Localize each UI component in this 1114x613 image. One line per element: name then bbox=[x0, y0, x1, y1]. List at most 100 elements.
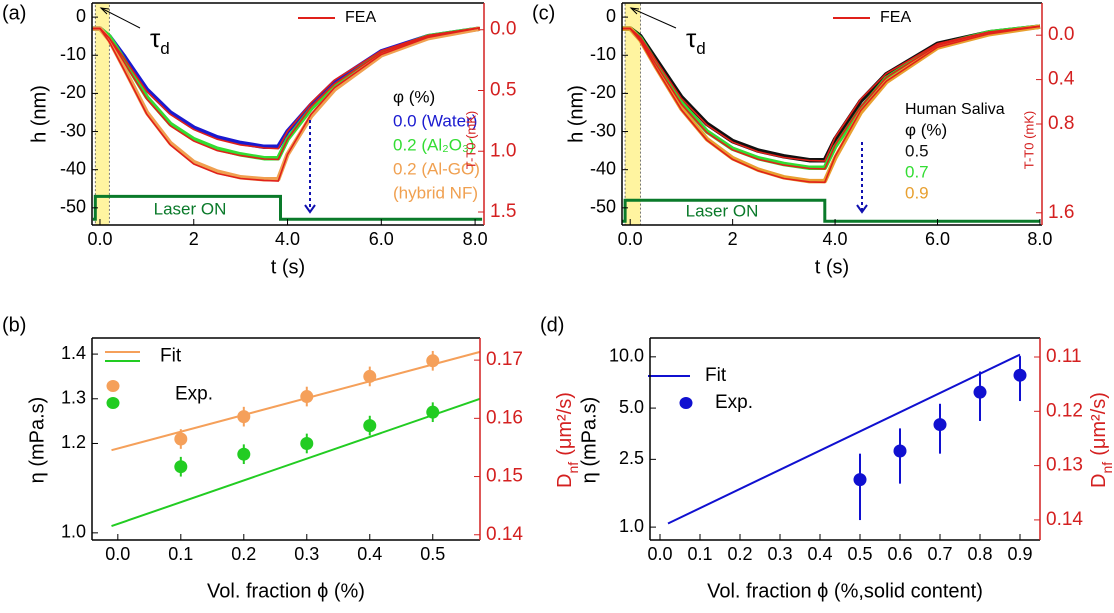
fit-legend-label: Fit bbox=[705, 365, 727, 386]
delay-arrow-head bbox=[99, 7, 110, 15]
x-tick-label: 0.3 bbox=[767, 544, 792, 564]
delay-symbol: τ bbox=[686, 23, 697, 53]
y-tick-label: 1.0 bbox=[619, 516, 644, 536]
y2-tick-label: 0.0 bbox=[490, 19, 516, 40]
legend-label: 0.2 (Al-GO) bbox=[393, 159, 480, 178]
y-axis-label: h (nm) bbox=[565, 85, 587, 143]
delay-arrow bbox=[100, 7, 141, 29]
trend-arrow-head bbox=[856, 204, 868, 214]
data-point bbox=[933, 418, 947, 432]
delay-arrow-head bbox=[629, 7, 640, 15]
legend-label: 0.0 (Water) bbox=[393, 111, 477, 130]
exp-legend-label: Exp. bbox=[175, 384, 213, 405]
y-axis-label: η (mPa.s) bbox=[578, 397, 600, 484]
y-axis-label: h (nm) bbox=[28, 85, 50, 143]
data-point bbox=[363, 369, 377, 383]
y2-label-unit: (μm²/s) bbox=[554, 392, 576, 456]
data-point bbox=[363, 419, 377, 433]
data-point bbox=[973, 385, 987, 399]
exp-legend-marker bbox=[106, 397, 120, 409]
x-tick-label: 0.5 bbox=[847, 544, 872, 564]
delay-label: τd bbox=[686, 23, 706, 58]
y2-label-sub: nf bbox=[1099, 462, 1114, 474]
data-point bbox=[1013, 368, 1027, 382]
exp-legend-marker bbox=[106, 380, 120, 392]
y2-tick-label: 0.8 bbox=[1048, 113, 1074, 134]
data-point bbox=[426, 354, 440, 368]
data-point bbox=[174, 460, 188, 474]
delay-sub: d bbox=[696, 39, 705, 58]
y-tick-label: -20 bbox=[590, 82, 616, 102]
x-tick-label: 0.0 bbox=[618, 229, 643, 249]
data-point bbox=[853, 473, 867, 487]
y-tick-label: 5.0 bbox=[619, 397, 644, 417]
delay-label: τd bbox=[150, 23, 170, 58]
legend-label: 0.7 bbox=[905, 162, 929, 181]
x-tick-label: 2 bbox=[189, 229, 199, 249]
x-tick-label: 0.1 bbox=[687, 544, 712, 564]
data-point bbox=[426, 405, 440, 419]
y2-label-unit: (μm²/s) bbox=[1088, 392, 1110, 456]
x-tick-label: 0.0 bbox=[647, 544, 672, 564]
legend-label: 0.2 (Al₂O₃) bbox=[393, 135, 475, 154]
fit-line bbox=[111, 350, 481, 452]
x-axis-label: Vol. fraction ϕ (%,solid content) bbox=[707, 580, 983, 602]
fit-line bbox=[667, 353, 1021, 525]
y2-tick-label: 1.0 bbox=[490, 140, 516, 161]
y-tick-label: -10 bbox=[60, 44, 86, 64]
y-tick-label: -30 bbox=[590, 120, 616, 140]
y2-label-main: D bbox=[554, 473, 576, 487]
y2-tick-label: 0.14 bbox=[486, 524, 523, 545]
x-tick-label: 8.0 bbox=[1027, 229, 1052, 249]
x-tick-label: 0.1 bbox=[168, 544, 193, 564]
y2-label-main: D bbox=[1088, 473, 1110, 487]
y-tick-label: -50 bbox=[60, 197, 86, 217]
x-tick-label: 8.0 bbox=[463, 229, 488, 249]
y2-tick-label: 0.17 bbox=[486, 349, 523, 370]
y-tick-label: 1.2 bbox=[61, 432, 86, 452]
y2-tick-label: 0.0 bbox=[1048, 24, 1074, 45]
y2-tick-label: 0.15 bbox=[486, 466, 523, 487]
panel-label: (d) bbox=[540, 314, 564, 336]
laser-label: Laser ON bbox=[154, 199, 227, 218]
x-tick-label: 2 bbox=[728, 229, 738, 249]
legend-title: φ (%) bbox=[905, 120, 947, 139]
y2-tick-label: 0.14 bbox=[1046, 509, 1083, 530]
data-point bbox=[300, 436, 314, 450]
delay-arrow bbox=[630, 7, 677, 29]
x-tick-label: 6.0 bbox=[925, 229, 950, 249]
fit-legend-label: Fit bbox=[160, 346, 182, 367]
panel-label: (a) bbox=[2, 2, 26, 24]
x-tick-label: 0.4 bbox=[807, 544, 832, 564]
x-tick-label: 4.0 bbox=[823, 229, 848, 249]
exp-legend-label: Exp. bbox=[715, 392, 753, 413]
x-tick-label: 0.7 bbox=[927, 544, 952, 564]
legend-label: 0.5 bbox=[905, 141, 929, 160]
laser-step bbox=[92, 194, 483, 221]
y-tick-label: 1.3 bbox=[61, 388, 86, 408]
data-line bbox=[92, 26, 481, 182]
delay-sub: d bbox=[160, 39, 169, 58]
y2-tick-label: 0.4 bbox=[1048, 69, 1075, 90]
exp-legend-marker bbox=[679, 397, 693, 409]
y2-tick-label: 0.5 bbox=[490, 80, 516, 101]
y-tick-label: 10.0 bbox=[609, 346, 644, 366]
y-tick-label: 1.0 bbox=[61, 522, 86, 542]
y-tick-label: -10 bbox=[590, 44, 616, 64]
x-tick-label: 0.6 bbox=[887, 544, 912, 564]
data-point bbox=[237, 447, 251, 461]
x-tick-label: 0.3 bbox=[294, 544, 319, 564]
x-tick-label: 0.2 bbox=[231, 544, 256, 564]
data-point bbox=[237, 410, 251, 424]
y2-tick-label: 0.11 bbox=[1046, 346, 1082, 367]
y-axis-label: η (mPa.s) bbox=[26, 397, 48, 484]
fea-line bbox=[622, 25, 1041, 184]
data-point bbox=[893, 444, 907, 458]
x-tick-label: 6.0 bbox=[369, 229, 394, 249]
legend-note: (hybrid NF) bbox=[393, 183, 478, 202]
x-tick-label: 0.0 bbox=[87, 229, 112, 249]
fea-line bbox=[622, 25, 1041, 162]
data-point bbox=[174, 432, 188, 446]
fit-line bbox=[111, 397, 481, 528]
fea-line bbox=[92, 27, 480, 161]
